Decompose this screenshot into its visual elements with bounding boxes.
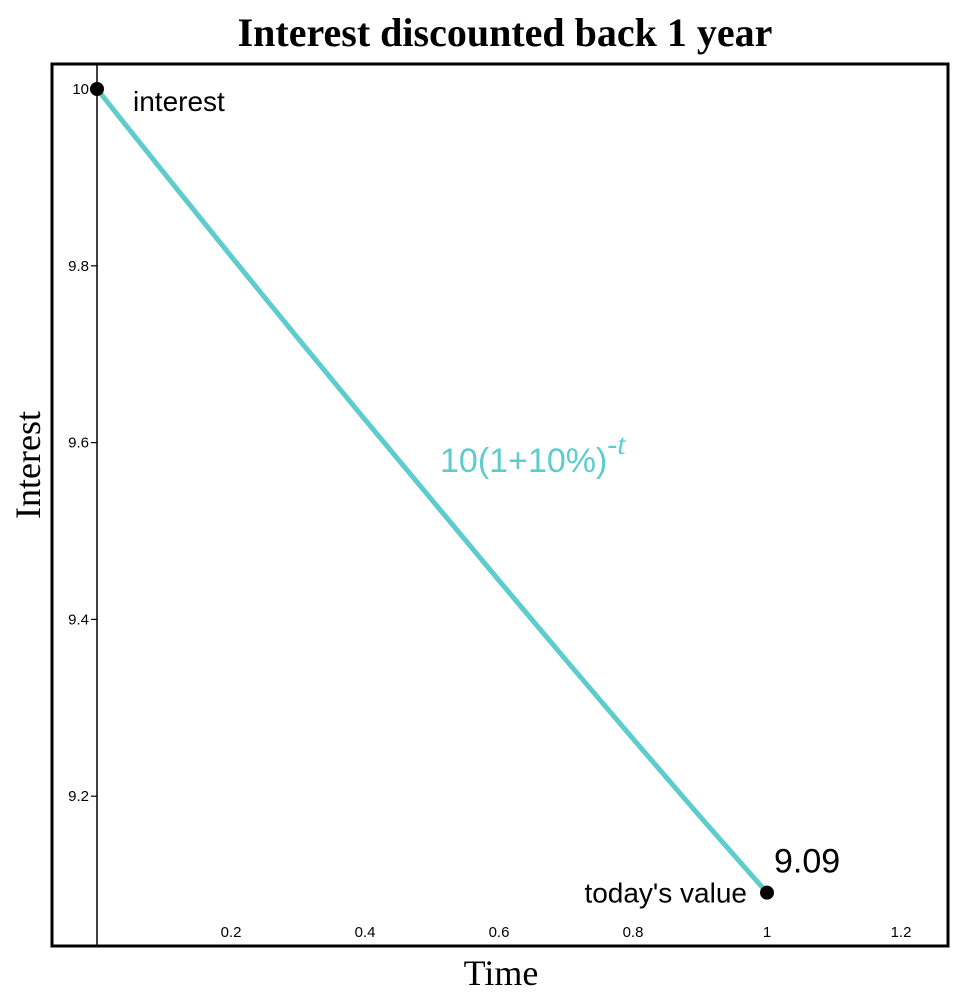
point-value-label: 9.09 [774, 843, 840, 881]
x-tick-label: 0.8 [623, 924, 644, 941]
formula-base: 10(1+10%) [440, 442, 607, 480]
x-tick-label: 0.6 [489, 924, 510, 941]
point-label-todays-value: today's value [584, 878, 747, 909]
x-ticks: 0.2 0.4 0.6 0.8 1 1.2 [221, 924, 912, 941]
y-tick-label: 9.8 [68, 258, 89, 275]
formula-exponent: -t [607, 428, 626, 461]
y-axis-label: Interest [8, 411, 48, 519]
point-label-interest: interest [133, 86, 225, 117]
end-point [760, 885, 774, 900]
y-tick-label: 9.6 [68, 435, 89, 452]
x-tick-label: 1 [763, 924, 771, 941]
x-tick-label: 0.2 [221, 924, 242, 941]
x-axis-label: Time [464, 953, 539, 993]
y-tick-label: 9.2 [68, 788, 89, 805]
start-point [90, 82, 104, 96]
x-tick-label: 1.2 [891, 924, 912, 941]
plot-frame [50, 62, 950, 948]
series-line [94, 86, 770, 896]
formula-label: 10(1+10%)-t [440, 428, 626, 480]
y-tick-label: 10 [72, 81, 89, 98]
y-tick-label: 9.4 [68, 611, 89, 628]
y-ticks: 9.2 9.4 9.6 9.8 10 [68, 81, 97, 805]
chart-title: Interest discounted back 1 year [238, 10, 773, 55]
x-tick-label: 0.4 [355, 924, 376, 941]
points-layer: interest today's value 9.09 [90, 82, 840, 909]
